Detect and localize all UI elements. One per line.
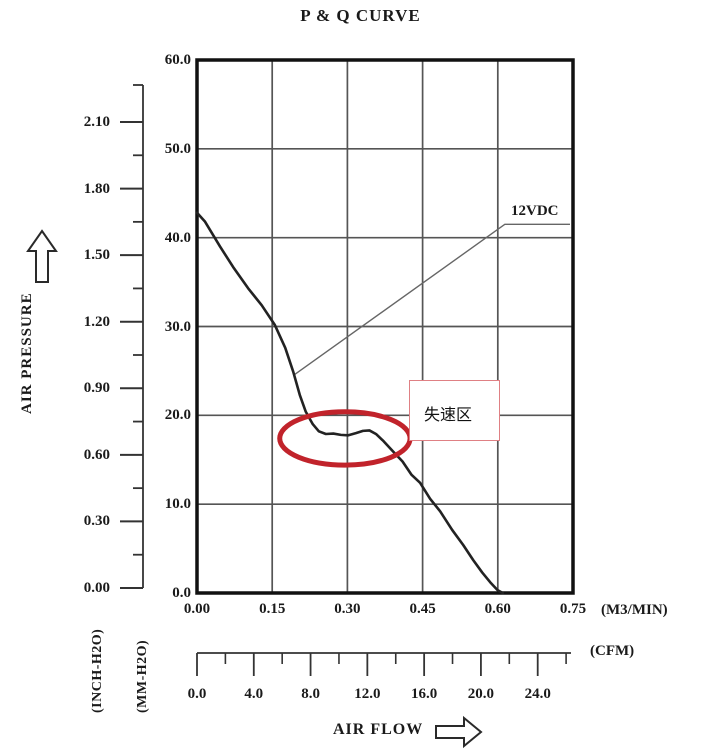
tick-label: 1.50 [83, 247, 110, 264]
cfm-unit-label: (CFM) [590, 643, 635, 659]
tick-label: 30.0 [164, 318, 191, 335]
tick-label: 0.00 [183, 601, 211, 617]
tick-label: 0.75 [559, 601, 587, 617]
chart-title: P & Q CURVE [300, 6, 421, 25]
inch-h2o-unit-label: (INCH-H2O) [90, 628, 105, 713]
tick-label: 1.20 [83, 313, 110, 330]
tick-label: 0.30 [83, 513, 110, 530]
series-voltage-label: 12VDC [511, 203, 559, 219]
tick-label: 0.15 [259, 601, 286, 617]
tick-label: 60.0 [164, 52, 191, 68]
tick-label: 20.0 [164, 407, 191, 424]
tick-label: 1.80 [83, 180, 110, 197]
x-axis-title: AIR FLOW [333, 721, 424, 738]
tick-label: 12.0 [354, 686, 381, 702]
tick-label: 10.0 [164, 496, 191, 513]
tick-label: 0.90 [83, 380, 110, 397]
tick-label: 0.45 [409, 601, 436, 617]
tick-label: 40.0 [164, 229, 191, 246]
tick-label: 0.60 [484, 601, 511, 617]
stall-region-label: 失速区 [424, 405, 473, 424]
y-axis-title: AIR PRESSURE [19, 292, 35, 414]
mm-h2o-unit-label: (MM-H2O) [135, 639, 150, 713]
tick-label: 0.30 [334, 601, 361, 617]
tick-label: 20.0 [467, 686, 495, 702]
stall-region-box: 失速区 [409, 380, 500, 441]
tick-label: 16.0 [411, 686, 438, 702]
tick-label: 0.0 [187, 686, 207, 702]
tick-label: 0.0 [172, 585, 191, 601]
tick-label: 2.10 [83, 114, 110, 130]
up-arrow-icon [26, 229, 58, 289]
tick-label: 50.0 [164, 140, 191, 157]
right-arrow-icon [434, 715, 484, 754]
tick-label: 8.0 [301, 686, 320, 702]
tick-label: 4.0 [244, 686, 264, 702]
tick-label: 0.60 [83, 446, 110, 463]
m3min-unit-label: (M3/MIN) [601, 602, 668, 618]
tick-label: 24.0 [524, 686, 551, 702]
tick-label: 0.00 [83, 580, 110, 596]
